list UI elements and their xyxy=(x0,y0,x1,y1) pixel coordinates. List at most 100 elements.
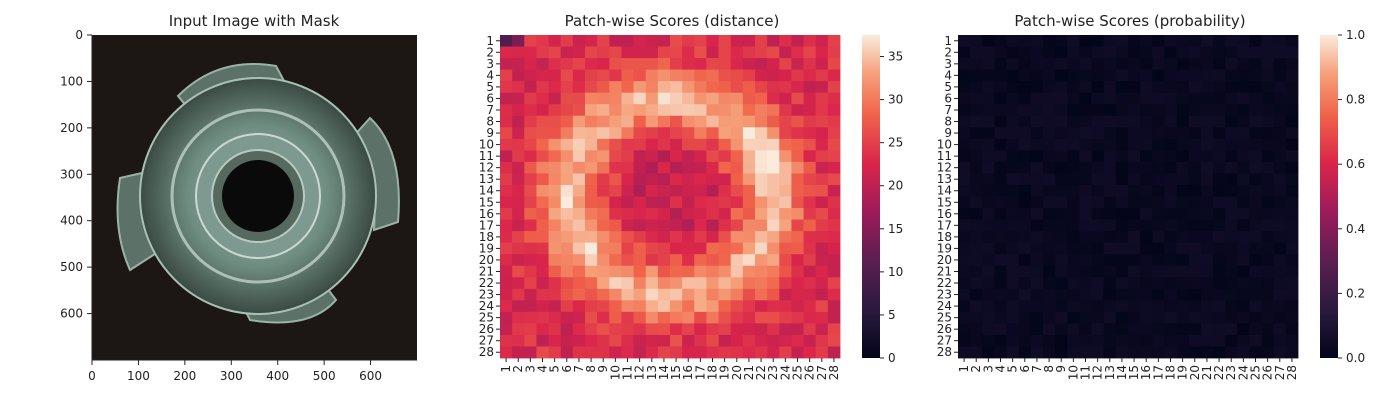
heatmap-cell xyxy=(548,127,562,140)
heatmap-cell xyxy=(982,115,995,128)
heatmap-cell xyxy=(1188,288,1202,301)
heatmap-cell xyxy=(1079,254,1092,267)
heatmap-cell xyxy=(1176,115,1190,128)
heatmap-cell xyxy=(1164,265,1177,278)
heatmap-cell xyxy=(730,150,744,163)
heatmap-cell xyxy=(1213,161,1226,174)
heatmap-cell xyxy=(1261,277,1275,290)
heatmap-cell xyxy=(1273,161,1287,174)
heatmap-cell xyxy=(1164,208,1177,220)
heatmap-cell xyxy=(779,58,792,71)
x-tick-label: 17 xyxy=(693,365,707,380)
heatmap-cell xyxy=(1115,58,1129,71)
heatmap-cell xyxy=(1152,265,1165,278)
heatmap-cell xyxy=(1188,265,1202,278)
heatmap-cell xyxy=(1030,161,1044,174)
heatmap-cell xyxy=(958,219,971,232)
heatmap-cell xyxy=(645,81,659,94)
heatmap-cell xyxy=(1103,288,1117,301)
heatmap-cell xyxy=(572,69,586,82)
heatmap-cell xyxy=(742,208,756,220)
heatmap-cell xyxy=(827,46,841,59)
heatmap-cell xyxy=(1176,46,1190,59)
heatmap-cell xyxy=(694,115,707,128)
heatmap-cell xyxy=(1237,254,1250,267)
panel3-title: Patch-wise Scores (probability) xyxy=(1014,12,1245,30)
heatmap-cell xyxy=(791,288,804,301)
heatmap-cell xyxy=(694,311,707,324)
heatmap-cell xyxy=(791,208,804,220)
heatmap-cell xyxy=(1213,196,1226,209)
heatmap-cell xyxy=(779,208,792,220)
heatmap-cell xyxy=(609,242,622,255)
heatmap-cell xyxy=(1067,46,1080,59)
heatmap-cell xyxy=(1200,115,1214,128)
heatmap-cell xyxy=(585,35,598,47)
heatmap-cell xyxy=(815,138,829,151)
heatmap-cell xyxy=(1200,184,1214,197)
heatmap-cell xyxy=(536,346,549,359)
heatmap-cell xyxy=(994,254,1007,267)
x-tick-label: 27 xyxy=(815,365,829,380)
colorbar-tick-label: 30 xyxy=(888,93,903,107)
heatmap-cell xyxy=(1261,265,1275,278)
x-tick-label: 24 xyxy=(778,365,792,380)
heatmap-cell xyxy=(718,150,732,163)
heatmap-cell xyxy=(755,334,768,347)
heatmap-cell xyxy=(1043,92,1056,105)
heatmap-cell xyxy=(1200,277,1214,290)
heatmap-cell xyxy=(597,81,610,94)
heatmap-cell xyxy=(621,254,634,267)
heatmap-cell xyxy=(1055,265,1068,278)
x-tick-label: 0 xyxy=(88,369,96,383)
y-tick-label: 1 xyxy=(486,34,494,48)
y-tick-label: 4 xyxy=(486,68,494,82)
heatmap-cell xyxy=(779,254,792,267)
heatmap-cell xyxy=(609,184,622,197)
heatmap-cell xyxy=(512,300,525,313)
heatmap-cell xyxy=(970,46,983,59)
heatmap-cell xyxy=(512,69,525,82)
y-tick-label: 6 xyxy=(486,91,494,105)
heatmap-cell xyxy=(1273,35,1287,47)
heatmap-cell xyxy=(1249,334,1262,347)
heatmap-cell xyxy=(1225,277,1238,290)
heatmap-cell xyxy=(694,35,707,47)
heatmap-cell xyxy=(1200,208,1214,220)
heatmap-cell xyxy=(1140,150,1153,163)
heatmap-cell xyxy=(1285,35,1299,47)
heatmap-cell xyxy=(1030,288,1044,301)
heatmap-cell xyxy=(682,288,695,301)
heatmap-cell xyxy=(1140,323,1153,336)
heatmap-cell xyxy=(500,242,513,255)
heatmap-cell xyxy=(694,161,707,174)
heatmap-cell xyxy=(1152,138,1165,151)
heatmap-cell xyxy=(1067,35,1080,47)
heatmap-cell xyxy=(970,104,983,117)
y-tick-label: 100 xyxy=(60,74,83,88)
heatmap-cell xyxy=(815,161,829,174)
heatmap-cell xyxy=(1043,242,1056,255)
heatmap-cell xyxy=(585,265,598,278)
heatmap-cell xyxy=(572,81,586,94)
heatmap-cell xyxy=(791,104,804,117)
y-tick-label: 26 xyxy=(937,322,952,336)
heatmap-cell xyxy=(827,58,841,71)
heatmap-cell xyxy=(670,173,683,186)
heatmap-cell xyxy=(560,150,574,163)
heatmap-cell xyxy=(1018,92,1032,105)
y-tick-label: 2 xyxy=(944,45,952,59)
heatmap-cell xyxy=(1115,277,1129,290)
heatmap-cell xyxy=(694,219,707,232)
heatmap-cell xyxy=(791,35,804,47)
heatmap-cell xyxy=(755,127,768,140)
heatmap-cell xyxy=(694,208,707,220)
heatmap-cell xyxy=(572,254,586,267)
heatmap-cell xyxy=(1285,69,1299,82)
heatmap-cell xyxy=(585,104,598,117)
heatmap-cell xyxy=(730,92,744,105)
heatmap-cell xyxy=(1055,288,1068,301)
heatmap-cell xyxy=(1261,115,1275,128)
x-tick-label: 16 xyxy=(681,365,695,380)
heatmap-cell xyxy=(779,92,792,105)
